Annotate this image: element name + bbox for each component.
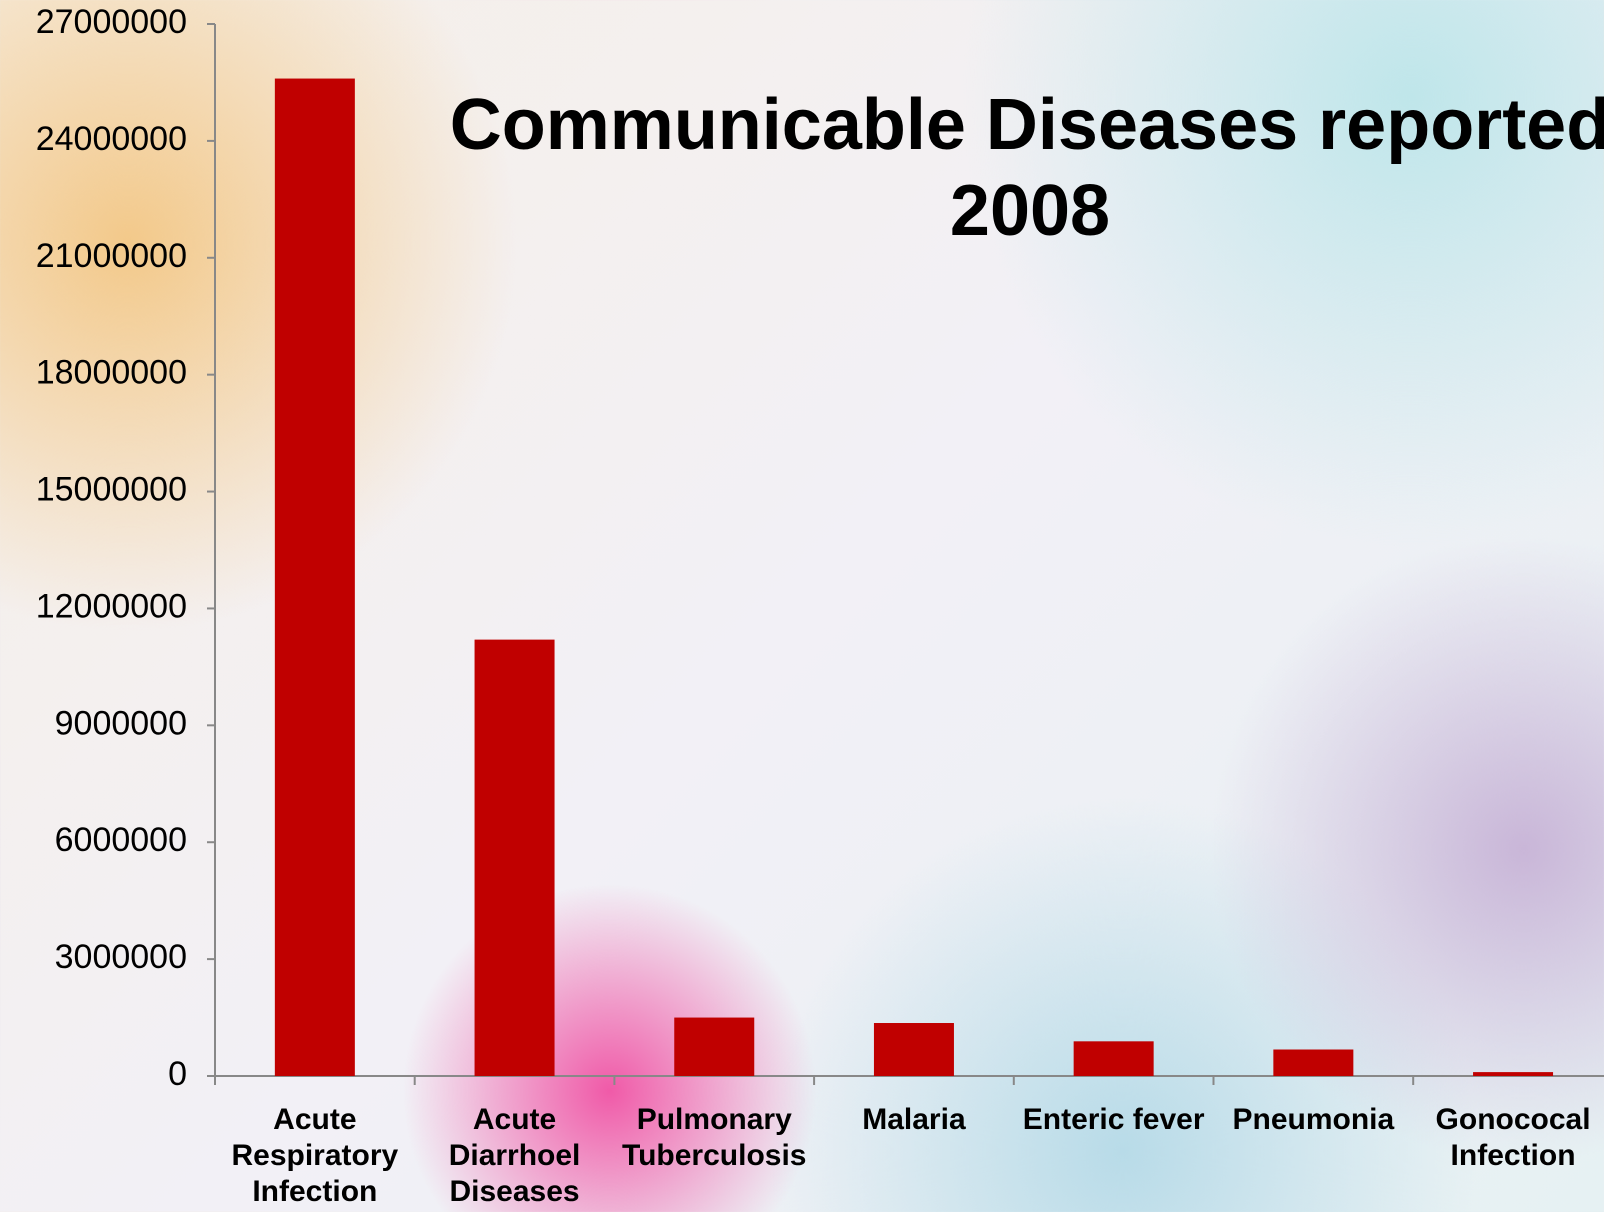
x-tick-label: Gonococal Infection — [1435, 1103, 1591, 1172]
chart-title: Communicable Diseases reported 2008 — [449, 85, 1604, 251]
y-tick-label: 15000000 — [36, 471, 187, 509]
bar — [1473, 1072, 1554, 1076]
x-tick-label: Malaria — [862, 1103, 966, 1136]
bar — [274, 78, 355, 1076]
bar — [873, 1023, 954, 1076]
x-tick-label: Pneumonia — [1232, 1103, 1395, 1136]
y-tick-label: 18000000 — [36, 354, 187, 392]
y-tick-label: 9000000 — [55, 704, 187, 742]
x-tick-label: Acute Diarrhoel Diseases — [448, 1103, 581, 1208]
x-tick-label: Enteric fever — [1022, 1103, 1205, 1136]
y-tick-label: 24000000 — [36, 120, 187, 158]
bar — [1273, 1049, 1354, 1076]
y-tick-label: 3000000 — [55, 938, 187, 976]
bar — [474, 639, 555, 1076]
y-tick-label: 0 — [168, 1055, 187, 1093]
y-tick-label: 12000000 — [36, 587, 187, 625]
bar — [674, 1017, 755, 1076]
y-tick-label: 21000000 — [36, 237, 187, 275]
x-tick-label: Acute Respiratory Infection — [231, 1103, 399, 1208]
x-tick-label: Pulmonary Tuberculosis — [622, 1103, 807, 1172]
bar — [1073, 1041, 1154, 1076]
y-tick-label: 27000000 — [36, 3, 187, 41]
y-tick-label: 6000000 — [55, 821, 187, 859]
